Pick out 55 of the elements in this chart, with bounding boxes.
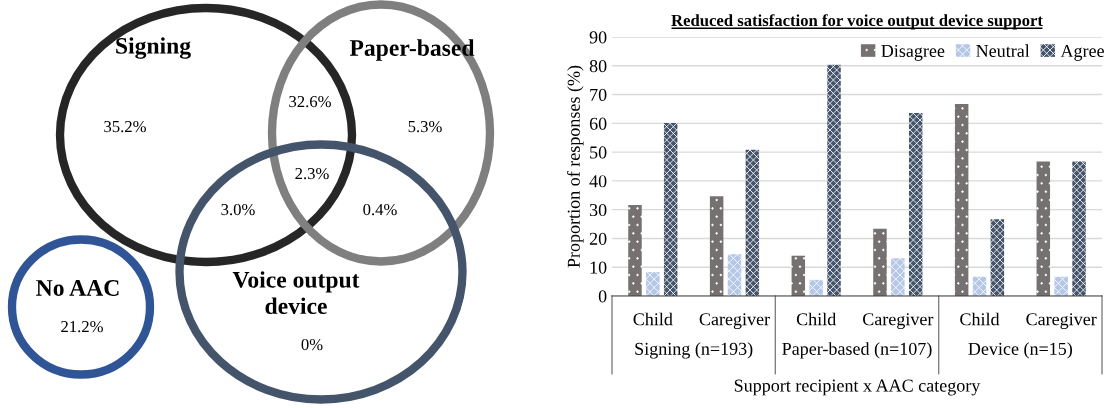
y-axis-title: Proportion of responses (%) bbox=[566, 65, 584, 268]
bar bbox=[745, 149, 760, 296]
y-tick-label: 60 bbox=[589, 117, 607, 130]
legend-label: Disagree bbox=[881, 44, 945, 61]
category-label: Signing bbox=[116, 37, 191, 59]
x-tick-label: Child bbox=[796, 312, 837, 326]
bar bbox=[663, 123, 678, 296]
bar bbox=[954, 104, 969, 296]
x-tick-label: Child bbox=[633, 312, 673, 326]
y-tick-label: 30 bbox=[589, 203, 607, 217]
bar bbox=[827, 64, 841, 296]
x-tick-label: Caregiver bbox=[862, 313, 934, 330]
y-tick-label: 0 bbox=[598, 290, 607, 303]
legend-label: Agree bbox=[1060, 44, 1104, 61]
chart-title: Reduced satisfaction for voice output device support bbox=[671, 14, 1043, 30]
category-label: No AAC bbox=[36, 280, 119, 296]
text: Paper-based (n=107) bbox=[782, 342, 932, 359]
x-tick-label: Child bbox=[960, 312, 1000, 326]
y-tick-label: 50 bbox=[590, 146, 607, 159]
text: Signing (n=193) bbox=[635, 342, 753, 359]
x-tick-label: Caregiver bbox=[699, 313, 770, 330]
bar bbox=[1036, 161, 1051, 296]
category-label: Voice output device bbox=[232, 271, 360, 315]
bar bbox=[709, 196, 724, 296]
bar bbox=[628, 205, 642, 296]
y-tick-label: 20 bbox=[589, 232, 607, 245]
bar bbox=[1054, 276, 1068, 296]
text: 3.0% bbox=[221, 203, 255, 216]
bar bbox=[873, 228, 887, 296]
text: 32.6% bbox=[289, 95, 331, 108]
bar bbox=[791, 255, 806, 296]
bar bbox=[809, 279, 823, 296]
bar bbox=[891, 258, 905, 296]
text: 0% bbox=[301, 338, 323, 351]
bar bbox=[972, 276, 987, 296]
bar bbox=[727, 254, 742, 296]
y-tick-label: 40 bbox=[589, 175, 607, 188]
text: Device (n=15) bbox=[968, 342, 1072, 359]
text: 5.3% bbox=[408, 120, 442, 133]
text: 21.2% bbox=[61, 320, 103, 333]
y-tick-label: 90 bbox=[589, 31, 607, 44]
x-tick-label: Caregiver bbox=[1026, 313, 1097, 330]
x-axis-title: Support recipient x AAC category bbox=[734, 379, 981, 396]
bar bbox=[908, 112, 923, 296]
bar bbox=[646, 272, 660, 296]
text: 2.3% bbox=[295, 167, 329, 180]
text: 35.2% bbox=[104, 120, 146, 133]
bar bbox=[1072, 161, 1086, 296]
legend-label: Neutral bbox=[976, 44, 1030, 58]
category-label: Paper-based bbox=[349, 39, 475, 61]
y-tick-label: 80 bbox=[589, 60, 607, 73]
text: 0.4% bbox=[363, 203, 397, 216]
y-tick-label: 70 bbox=[590, 88, 607, 101]
y-tick-label: 10 bbox=[590, 261, 607, 274]
bar bbox=[990, 219, 1005, 296]
